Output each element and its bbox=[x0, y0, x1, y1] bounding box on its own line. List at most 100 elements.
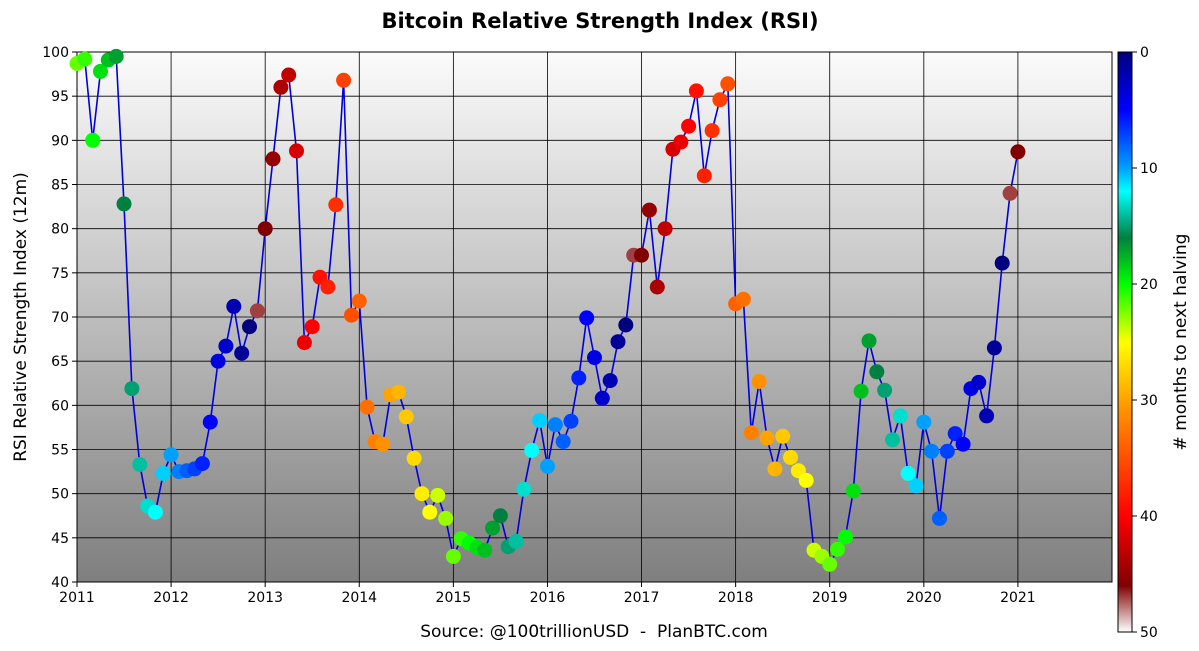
data-point bbox=[257, 221, 273, 237]
colorbar-tick-label: 20 bbox=[1140, 277, 1158, 293]
data-point bbox=[783, 449, 798, 465]
y-tick-label: 55 bbox=[51, 443, 69, 459]
y-axis-label: RSI Relative Strength Index (12m) bbox=[11, 172, 31, 462]
data-point bbox=[563, 413, 579, 429]
data-point bbox=[892, 408, 908, 424]
data-point bbox=[743, 425, 759, 441]
data-point bbox=[202, 414, 218, 430]
data-point bbox=[281, 67, 297, 83]
data-point bbox=[822, 556, 838, 572]
data-point bbox=[869, 364, 885, 380]
data-point bbox=[485, 520, 501, 536]
y-tick-label: 95 bbox=[51, 89, 69, 105]
data-point bbox=[320, 279, 336, 295]
data-point bbox=[571, 370, 587, 386]
data-point bbox=[735, 291, 751, 307]
data-point bbox=[767, 461, 783, 477]
colorbar-tick-label: 40 bbox=[1140, 509, 1158, 525]
data-point bbox=[155, 465, 171, 481]
data-point bbox=[242, 319, 257, 335]
data-point bbox=[375, 436, 391, 452]
data-point bbox=[1002, 185, 1018, 201]
data-point bbox=[594, 390, 610, 406]
x-axis: 2011 2012 2013 2014 2015 2016 2017 2018 2019 2020… bbox=[59, 582, 1036, 606]
data-point bbox=[492, 508, 508, 524]
data-point bbox=[477, 542, 493, 558]
data-point bbox=[994, 255, 1010, 271]
data-point bbox=[908, 478, 924, 494]
data-point bbox=[391, 384, 406, 400]
y-tick-label: 80 bbox=[51, 222, 69, 238]
x-tick-label: 2021 bbox=[1000, 590, 1036, 606]
data-point bbox=[587, 350, 602, 366]
data-point bbox=[304, 319, 320, 335]
data-point bbox=[218, 338, 234, 354]
data-point bbox=[681, 118, 697, 134]
data-point bbox=[986, 340, 1002, 356]
data-point bbox=[540, 458, 555, 474]
data-point bbox=[194, 456, 210, 472]
data-point bbox=[837, 529, 853, 545]
colorbar bbox=[1117, 51, 1133, 633]
y-tick-label: 75 bbox=[51, 266, 69, 282]
y-tick-label: 85 bbox=[51, 178, 69, 194]
data-point bbox=[265, 151, 281, 167]
data-point bbox=[649, 279, 665, 295]
data-point bbox=[555, 434, 571, 450]
data-point bbox=[532, 412, 548, 428]
colorbar-ticks: 0 10 20 30 40 50 bbox=[1132, 45, 1158, 641]
data-point bbox=[947, 426, 963, 442]
y-tick-label: 45 bbox=[51, 531, 69, 547]
colorbar-label: # months to next halving bbox=[1171, 234, 1191, 451]
x-tick-label: 2017 bbox=[624, 590, 660, 606]
data-point bbox=[508, 533, 524, 549]
data-point bbox=[861, 333, 877, 349]
data-point bbox=[296, 335, 312, 351]
data-point bbox=[398, 409, 414, 425]
data-point bbox=[657, 221, 673, 237]
data-point bbox=[1010, 144, 1026, 160]
x-tick-label: 2019 bbox=[812, 590, 848, 606]
source-credit: Source: @100trillionUSD - PlanBTC.com bbox=[420, 622, 768, 642]
data-point bbox=[226, 298, 242, 314]
data-point bbox=[916, 414, 932, 430]
colorbar-tick-label: 0 bbox=[1140, 45, 1149, 61]
data-point bbox=[234, 345, 250, 361]
data-point bbox=[351, 293, 367, 309]
y-tick-label: 90 bbox=[51, 133, 69, 149]
data-point bbox=[924, 443, 940, 459]
data-point bbox=[147, 504, 163, 520]
data-point bbox=[610, 334, 626, 350]
data-point bbox=[775, 428, 791, 444]
data-point bbox=[524, 442, 540, 458]
data-point bbox=[673, 134, 689, 150]
data-point bbox=[971, 374, 987, 390]
data-point bbox=[751, 374, 767, 389]
x-tick-label: 2018 bbox=[718, 590, 754, 606]
data-point bbox=[900, 465, 916, 481]
data-point bbox=[359, 399, 375, 415]
data-point bbox=[406, 450, 422, 466]
x-tick-label: 2012 bbox=[153, 590, 189, 606]
data-point bbox=[547, 417, 563, 433]
data-point bbox=[712, 92, 728, 108]
data-point bbox=[438, 510, 454, 526]
x-tick-label: 2013 bbox=[247, 590, 283, 606]
y-tick-label: 50 bbox=[51, 487, 69, 503]
data-point bbox=[634, 247, 649, 263]
data-point bbox=[618, 317, 634, 333]
y-tick-label: 100 bbox=[42, 45, 69, 61]
x-tick-label: 2020 bbox=[906, 590, 942, 606]
data-point bbox=[289, 143, 304, 159]
data-point bbox=[641, 202, 657, 218]
y-tick-label: 40 bbox=[51, 575, 69, 591]
data-point bbox=[93, 63, 108, 79]
data-point bbox=[602, 373, 618, 389]
data-point bbox=[939, 443, 955, 459]
data-point bbox=[85, 132, 101, 148]
data-point bbox=[853, 383, 869, 399]
data-point bbox=[759, 430, 775, 446]
data-point bbox=[516, 481, 532, 497]
data-point bbox=[885, 432, 900, 448]
